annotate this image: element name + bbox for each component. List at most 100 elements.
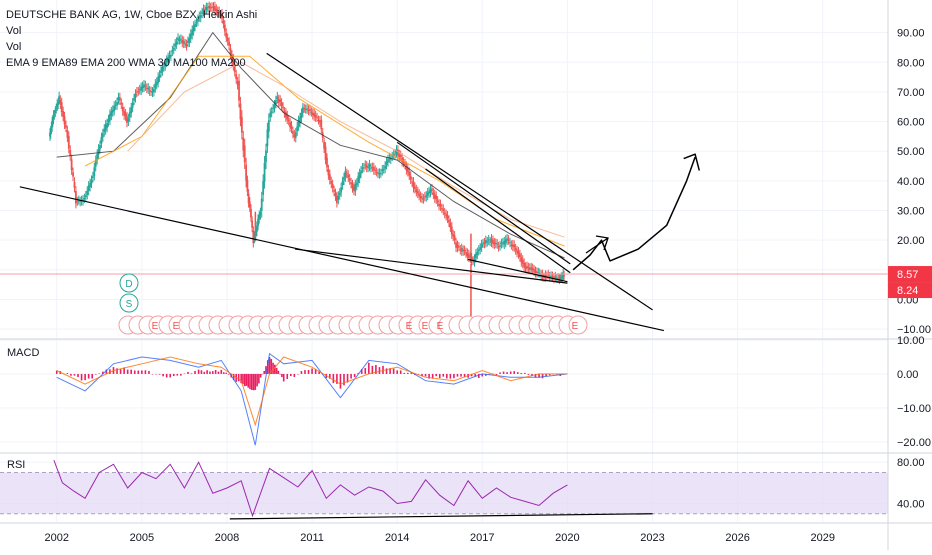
price-candle: [455, 242, 457, 248]
price-candle: [538, 272, 541, 274]
price-candle: [412, 181, 415, 189]
price-candle: [482, 243, 484, 245]
macd-histogram-bar: [130, 369, 133, 374]
macd-histogram-bar: [499, 372, 501, 374]
macd-histogram-bar: [375, 364, 377, 374]
price-candle: [499, 245, 501, 247]
legend-indicators[interactable]: EMA 9 EMA89 EMA 200 WMA 30 MA100 MA200: [6, 57, 246, 69]
macd-histogram-bar: [133, 370, 136, 374]
macd-histogram-bar: [268, 357, 271, 374]
price-candle: [117, 97, 120, 101]
macd-histogram-bar: [109, 369, 111, 374]
dividend-marker: [119, 273, 139, 293]
price-candle: [503, 241, 506, 245]
price-candle: [206, 7, 209, 9]
price-candle: [382, 169, 385, 171]
macd-histogram-bar: [399, 370, 402, 374]
macd-histogram-bar: [456, 373, 459, 377]
price-candle: [144, 85, 147, 87]
macd-histogram-bar: [155, 373, 157, 375]
trendline: [467, 258, 568, 283]
macd-histogram-bar: [289, 373, 292, 377]
price-candle: [314, 115, 317, 118]
macd-histogram-bar: [297, 373, 299, 375]
price-candle: [531, 268, 534, 271]
price-series[interactable]: [0, 1, 888, 318]
macd-pane-label[interactable]: MACD: [7, 347, 40, 359]
earnings-marker-label: E: [572, 321, 579, 332]
macd-histogram-bar: [446, 373, 448, 379]
price-candle: [252, 230, 255, 244]
price-candle: [379, 173, 382, 175]
price-candle: [477, 249, 480, 252]
macd-histogram-bar: [417, 373, 420, 375]
trendline: [19, 186, 665, 332]
price-candle: [378, 172, 381, 175]
split-marker: [119, 293, 139, 313]
legend-vol-2[interactable]: Vol: [6, 41, 22, 53]
macd-histogram-bar: [256, 373, 258, 387]
macd-histogram-bar: [148, 370, 150, 374]
macd-histogram-bar: [211, 371, 214, 374]
macd-histogram-bar: [318, 371, 320, 374]
macd-histogram-bar: [119, 369, 122, 374]
price-candle: [440, 208, 443, 210]
macd-histogram-bar: [258, 373, 260, 384]
price-candle: [151, 91, 154, 93]
macd-histogram-bar: [353, 373, 356, 377]
price-candle: [221, 13, 223, 19]
macd-histogram-bar: [165, 373, 168, 378]
price-candle: [67, 136, 70, 149]
price-candle: [336, 196, 338, 204]
price-candle: [76, 201, 79, 203]
macd-histogram-bar: [243, 373, 246, 387]
macd-histogram-bar: [513, 371, 516, 374]
event-markers[interactable]: DSE E E E E E: [118, 273, 588, 335]
macd-histogram-bar: [350, 373, 352, 379]
price-candle: [54, 110, 57, 113]
price-candle: [358, 173, 361, 179]
price-candle: [141, 86, 144, 89]
price-candle: [514, 248, 517, 251]
price-candle: [178, 39, 181, 41]
price-candle: [387, 159, 389, 163]
legend-vol-1[interactable]: Vol: [6, 25, 22, 37]
y-tick-label: 60.00: [897, 117, 925, 129]
price-candle: [428, 191, 431, 194]
price-candle: [560, 276, 563, 278]
price-candle: [94, 159, 97, 167]
price-candle: [265, 150, 267, 163]
price-candle: [189, 33, 192, 39]
macd-histogram-bar: [141, 370, 143, 374]
price-candle: [466, 252, 469, 257]
macd-histogram-bar: [203, 371, 206, 374]
earnings-marker-label: E: [422, 321, 429, 332]
price-candle: [391, 156, 394, 158]
price-candle: [284, 112, 287, 118]
macd-histogram-bar: [407, 372, 409, 374]
price-candle: [259, 212, 262, 216]
price-candle: [496, 243, 499, 245]
price-candle: [106, 123, 108, 128]
rsi-pane-label[interactable]: RSI: [7, 459, 26, 471]
chart-title[interactable]: DEUTSCHE BANK AG, 1W, Cboe BZX, Heikin A…: [6, 9, 258, 21]
price-candle: [536, 271, 538, 274]
y-tick-label: −20.00: [897, 437, 931, 449]
price-candle: [344, 170, 347, 178]
macd-histogram-bar: [524, 372, 526, 374]
price-candle: [365, 165, 368, 168]
macd-histogram-bar: [102, 371, 104, 374]
price-candle: [126, 116, 128, 123]
price-candle: [154, 83, 157, 89]
price-candle: [287, 119, 290, 121]
indicator-series[interactable]: [53, 352, 568, 518]
macd-histogram-bar: [541, 373, 544, 379]
price-candle: [192, 25, 195, 32]
price-candle: [70, 159, 73, 171]
price-candle: [177, 37, 179, 41]
macd-histogram-bar: [392, 368, 395, 374]
price-candle: [394, 153, 396, 155]
macd-histogram-bar: [463, 373, 466, 377]
price-candle: [527, 267, 530, 269]
price-candle: [113, 105, 116, 112]
